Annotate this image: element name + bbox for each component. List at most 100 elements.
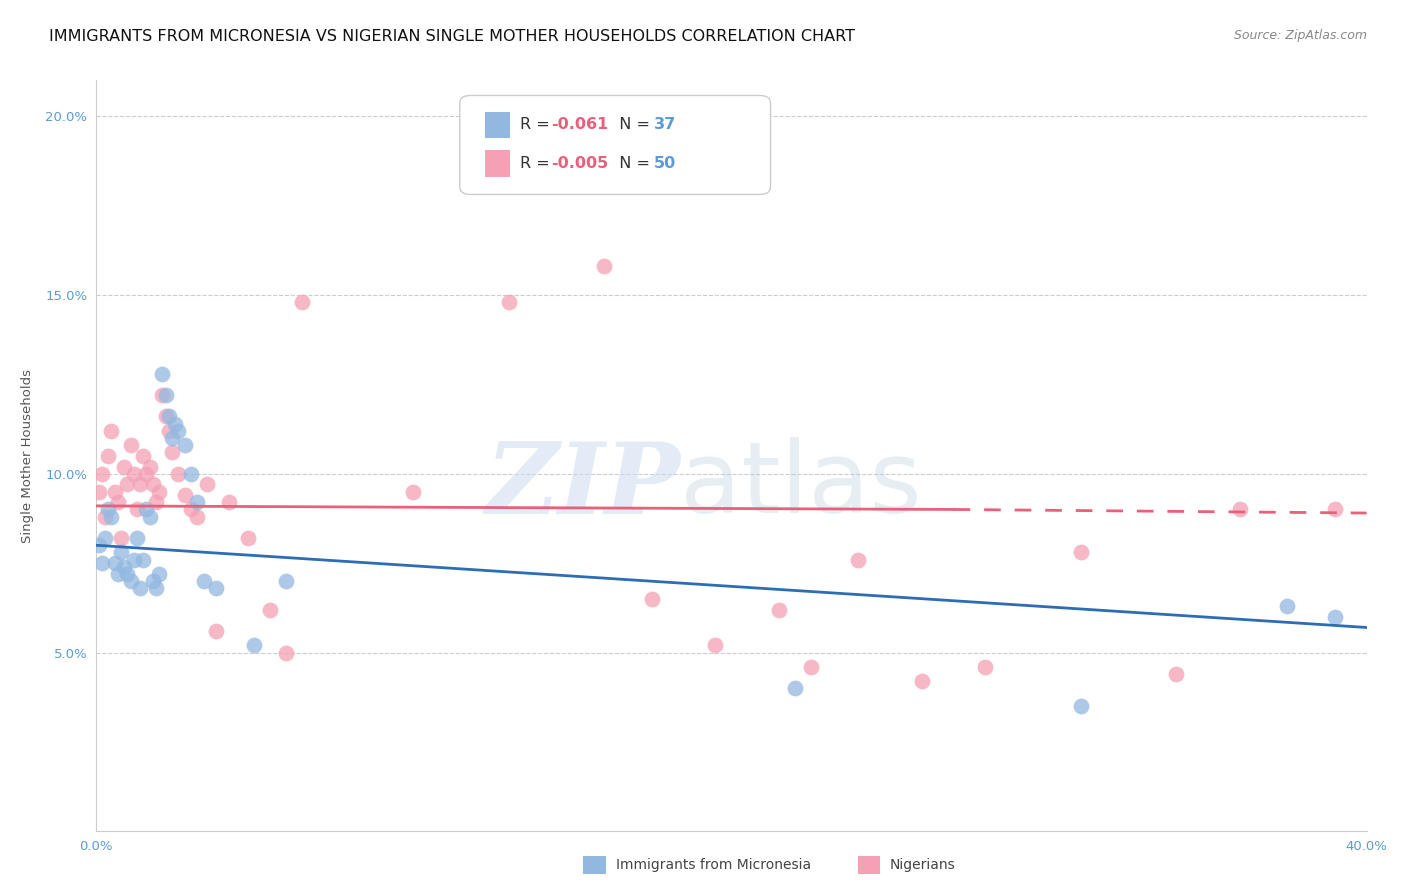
Point <box>173 488 195 502</box>
Point <box>165 417 187 431</box>
Point <box>138 509 160 524</box>
Text: R =: R = <box>520 118 555 132</box>
Point <box>186 509 208 524</box>
Point <box>107 495 129 509</box>
Point <box>402 484 425 499</box>
Point <box>186 495 208 509</box>
Point <box>148 566 170 581</box>
Point <box>91 556 114 570</box>
Point <box>97 449 120 463</box>
Point <box>91 467 114 481</box>
Text: 37: 37 <box>654 118 676 132</box>
Point <box>97 502 120 516</box>
Point <box>498 295 520 310</box>
Point <box>87 538 110 552</box>
Point <box>132 552 155 566</box>
Point <box>142 574 165 588</box>
Point <box>783 681 806 696</box>
Point <box>122 467 145 481</box>
Point <box>122 552 145 566</box>
Text: N =: N = <box>609 118 655 132</box>
Point <box>193 574 215 588</box>
Text: R =: R = <box>520 156 555 170</box>
Text: atlas: atlas <box>681 437 922 534</box>
Point <box>125 531 148 545</box>
Point <box>846 552 869 566</box>
Point <box>107 566 129 581</box>
Point <box>276 574 298 588</box>
Text: Nigerians: Nigerians <box>890 858 956 872</box>
Point <box>1323 502 1346 516</box>
Point <box>120 438 142 452</box>
Point <box>1070 699 1092 714</box>
Point <box>974 660 997 674</box>
Y-axis label: Single Mother Households: Single Mother Households <box>21 368 34 543</box>
Point <box>117 566 139 581</box>
Point <box>205 624 228 638</box>
Point <box>180 502 202 516</box>
Point <box>259 602 281 616</box>
Text: -0.005: -0.005 <box>551 156 609 170</box>
Text: Source: ZipAtlas.com: Source: ZipAtlas.com <box>1233 29 1367 42</box>
Point <box>117 477 139 491</box>
Text: ZIP: ZIP <box>485 438 681 534</box>
Point <box>129 581 152 595</box>
Point <box>1323 609 1346 624</box>
Point <box>138 459 160 474</box>
Point <box>157 409 180 424</box>
Point <box>155 388 177 402</box>
Point <box>100 424 122 438</box>
Text: -0.061: -0.061 <box>551 118 609 132</box>
Point <box>173 438 195 452</box>
Point <box>120 574 142 588</box>
Point <box>1277 599 1299 613</box>
Point <box>150 367 173 381</box>
Point <box>167 424 190 438</box>
Point <box>150 388 173 402</box>
Point <box>135 467 157 481</box>
Point <box>218 495 240 509</box>
Text: Immigrants from Micronesia: Immigrants from Micronesia <box>616 858 811 872</box>
Point <box>129 477 152 491</box>
Point <box>148 484 170 499</box>
Point <box>236 531 259 545</box>
Point <box>110 545 132 559</box>
Point <box>243 639 266 653</box>
Point <box>112 459 135 474</box>
Point <box>94 509 117 524</box>
Point <box>135 502 157 516</box>
Point <box>768 602 790 616</box>
Point <box>112 559 135 574</box>
Point <box>142 477 165 491</box>
Point <box>104 484 127 499</box>
Point <box>167 467 190 481</box>
Point <box>145 495 167 509</box>
Point <box>180 467 202 481</box>
Point <box>561 145 583 159</box>
Text: IMMIGRANTS FROM MICRONESIA VS NIGERIAN SINGLE MOTHER HOUSEHOLDS CORRELATION CHAR: IMMIGRANTS FROM MICRONESIA VS NIGERIAN S… <box>49 29 855 44</box>
Point <box>593 259 616 273</box>
Point <box>800 660 823 674</box>
Point <box>205 581 228 595</box>
Point <box>641 591 664 606</box>
Point <box>276 646 298 660</box>
Point <box>160 445 183 459</box>
Point <box>195 477 218 491</box>
Point <box>1229 502 1251 516</box>
Point <box>1070 545 1092 559</box>
Point <box>1164 667 1187 681</box>
Point <box>155 409 177 424</box>
Point <box>100 509 122 524</box>
Point <box>291 295 314 310</box>
Text: 50: 50 <box>654 156 676 170</box>
Point <box>132 449 155 463</box>
Point <box>87 484 110 499</box>
Point <box>110 531 132 545</box>
Point <box>911 674 934 689</box>
Point <box>145 581 167 595</box>
Point <box>157 424 180 438</box>
Point <box>104 556 127 570</box>
Point <box>704 639 727 653</box>
Text: N =: N = <box>609 156 655 170</box>
Point <box>125 502 148 516</box>
